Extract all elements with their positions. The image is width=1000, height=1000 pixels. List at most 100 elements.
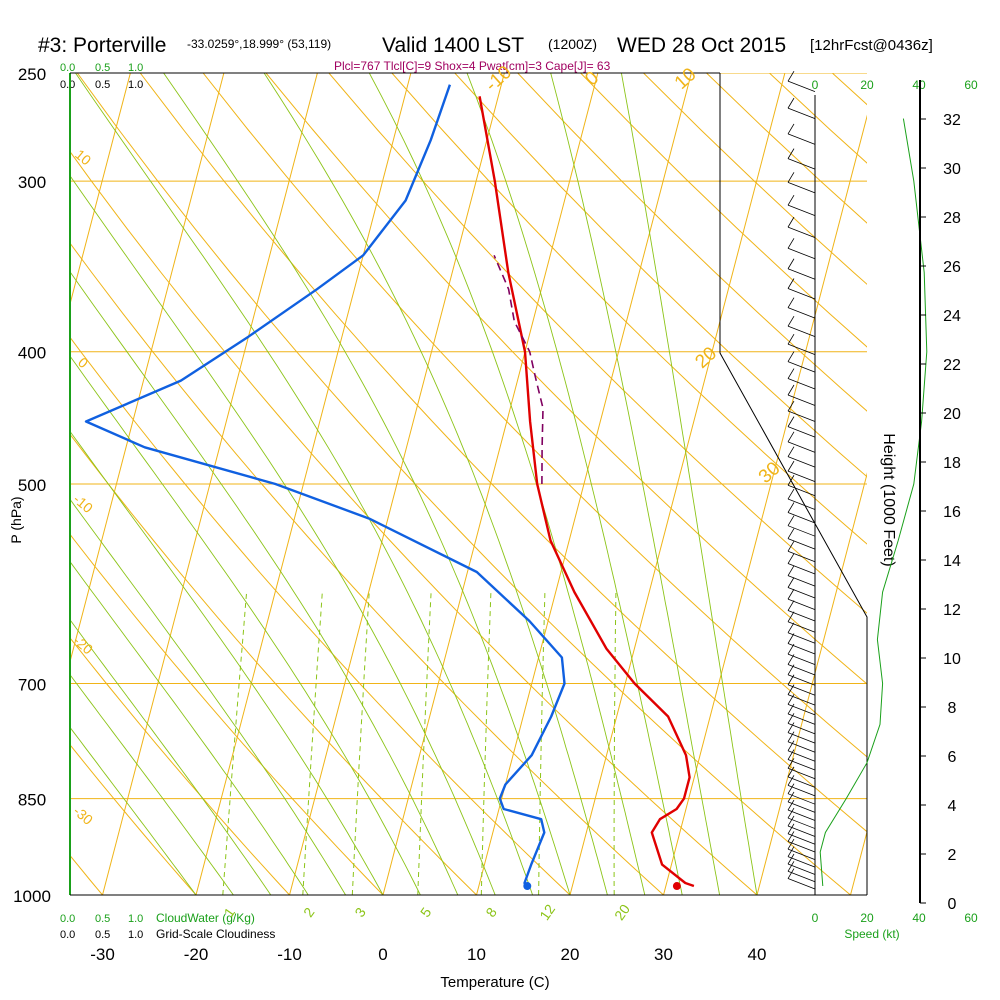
wind-barb-feather xyxy=(787,815,795,827)
wind-barb-staff xyxy=(787,587,816,599)
wind-barb xyxy=(787,799,816,821)
isotherm-line xyxy=(70,73,225,664)
isotherm-line xyxy=(382,73,599,895)
wind-barb-feather xyxy=(787,148,795,159)
wind-speed-label: Speed (kt) xyxy=(844,927,899,941)
wind-barb xyxy=(787,722,816,744)
isotherm-line xyxy=(850,829,867,895)
wind-barb-feather xyxy=(787,238,795,249)
wind-barb-feather xyxy=(787,703,795,715)
wind-barb-staff xyxy=(787,484,816,497)
wind-barb xyxy=(787,740,816,762)
wind-barb xyxy=(787,333,816,356)
wind-barb xyxy=(787,838,816,860)
cloud-water-bottom-0: 0.0 xyxy=(60,913,75,925)
wind-barb-feather xyxy=(787,216,795,228)
wind-barb-feather xyxy=(787,123,795,135)
wind-barb-staff xyxy=(787,456,816,468)
wind-speed-line xyxy=(819,118,928,887)
adiabat-label: -10 xyxy=(70,491,96,516)
cloud-frac-bottom-2: 1.0 xyxy=(128,929,143,941)
wind-barb-feather xyxy=(787,194,795,206)
wind-barb xyxy=(787,70,816,93)
wind-barb-staff xyxy=(787,801,816,813)
parcel-line xyxy=(493,254,544,485)
wind-barb xyxy=(787,823,816,845)
wind-barb xyxy=(787,416,816,438)
mixing-ratio-line xyxy=(417,592,432,895)
dry-adiabat-line xyxy=(70,150,758,895)
forecast-tag: [12hrFcst@0436z] xyxy=(810,37,933,54)
mixing-ratio-line xyxy=(538,592,546,895)
height-tick-label: 28 xyxy=(943,210,961,227)
plot-frame xyxy=(69,72,868,896)
sounding-indices: Plcl=767 Tlcl[C]=9 Shox=4 Pwat[cm]=3 Cap… xyxy=(334,59,611,73)
mixing-ratio-line xyxy=(480,592,492,895)
wind-barb-staff xyxy=(787,80,816,93)
wind-barb-feather xyxy=(787,70,795,82)
pressure-tick-label: 700 xyxy=(18,676,46,695)
plot-area xyxy=(70,73,1000,895)
cloud-scale-bottom: 0.0 0.5 1.0 CloudWater (g/Kg) 0.0 0.5 1.… xyxy=(60,911,275,941)
wind-barb xyxy=(787,172,816,194)
dry-adiabat-line xyxy=(454,73,867,478)
wind-barb-staff xyxy=(787,833,816,845)
wind-barb xyxy=(787,565,816,587)
wind-barb xyxy=(787,368,816,390)
dry-adiabat-line xyxy=(139,73,867,833)
cloud-scale-top: 0.0 0.5 1.0 0.0 0.5 1.0 xyxy=(60,62,143,91)
wind-scale-bottom-label: 40 xyxy=(912,911,926,925)
x-axis-title: Temperature (C) xyxy=(440,974,549,991)
mixing-ratio-label: 8 xyxy=(482,904,500,920)
wind-barb-feather xyxy=(787,611,795,622)
wind-barb-feather xyxy=(787,799,795,811)
wind-barb xyxy=(787,258,816,280)
wind-barb-feather xyxy=(787,515,795,526)
wind-barb xyxy=(787,588,816,611)
dry-adiabat-line xyxy=(76,73,851,895)
adiabat-label: 10 xyxy=(72,146,94,168)
dry-adiabat-line xyxy=(70,433,477,895)
dewpoint-line xyxy=(84,84,566,887)
wind-barb xyxy=(787,515,816,537)
moist-adiabat-line xyxy=(620,73,758,895)
wind-barb-staff xyxy=(787,107,816,120)
wind-barb-feather xyxy=(787,791,795,803)
dry-adiabat-line xyxy=(958,73,1000,895)
temperature-tick-label: -10 xyxy=(277,945,302,964)
wind-barb-staff xyxy=(787,426,816,438)
wind-barb-feather xyxy=(787,861,795,872)
adiabat-label: -30 xyxy=(70,803,96,828)
height-tick-label: 32 xyxy=(943,112,961,129)
isotherm-line xyxy=(476,73,692,895)
cloud-water-top-2: 1.0 xyxy=(128,62,143,74)
temperature-line xyxy=(478,96,695,888)
height-tick-label: 4 xyxy=(948,798,957,815)
wind-barb-staff xyxy=(787,563,816,575)
dry-adiabat-line xyxy=(391,73,867,545)
wind-barb xyxy=(787,148,816,170)
wind-barb xyxy=(787,853,816,875)
wind-barb xyxy=(787,643,816,665)
wind-barb xyxy=(787,783,816,805)
wind-barb-feather xyxy=(787,831,795,842)
wind-barb-feather xyxy=(787,600,795,611)
moist-adiabat-line xyxy=(70,174,496,895)
wind-barb-feather xyxy=(787,540,795,552)
height-tick-label: 14 xyxy=(943,553,961,570)
wind-barb-feather xyxy=(787,565,795,576)
wind-barb-feather xyxy=(787,758,795,769)
wind-barb-staff xyxy=(787,653,816,665)
wind-barb-feather xyxy=(787,740,795,751)
wind-barb-feather xyxy=(787,783,795,794)
mixing-ratio-label: 3 xyxy=(351,904,369,920)
wind-barb-staff xyxy=(787,226,816,238)
wind-barb-staff xyxy=(787,664,816,676)
moist-adiabat-line xyxy=(70,271,459,895)
wind-barb-feather xyxy=(787,431,795,443)
wind-barb-feather xyxy=(787,775,795,786)
pressure-tick-label: 1000 xyxy=(13,887,51,906)
mixing-ratio-line xyxy=(613,592,617,895)
dry-adiabat-line xyxy=(895,73,1000,895)
wind-barb-feather xyxy=(787,502,795,513)
